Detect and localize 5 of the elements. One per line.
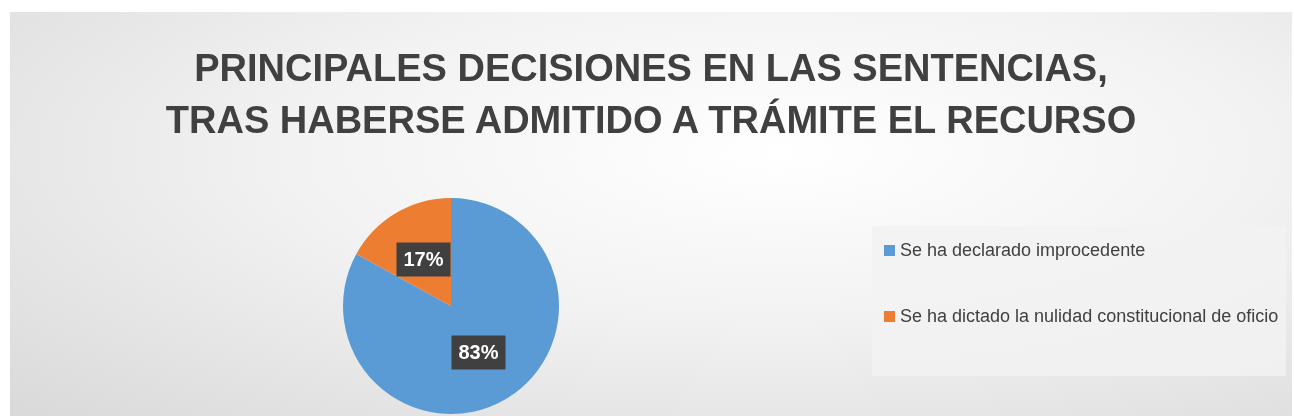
legend-label: Se ha dictado la nulidad constitucional de oficio	[900, 305, 1279, 328]
data-label: 17%	[403, 248, 444, 271]
legend-label: Se ha declarado improcedente	[900, 239, 1146, 262]
chart-title: PRINCIPALES DECISIONES EN LAS SENTENCIAS, TRAS HABERSE ADMITIDO A TRÁMITE EL RECURSO	[164, 46, 1138, 143]
data-label: 83%	[458, 341, 499, 363]
